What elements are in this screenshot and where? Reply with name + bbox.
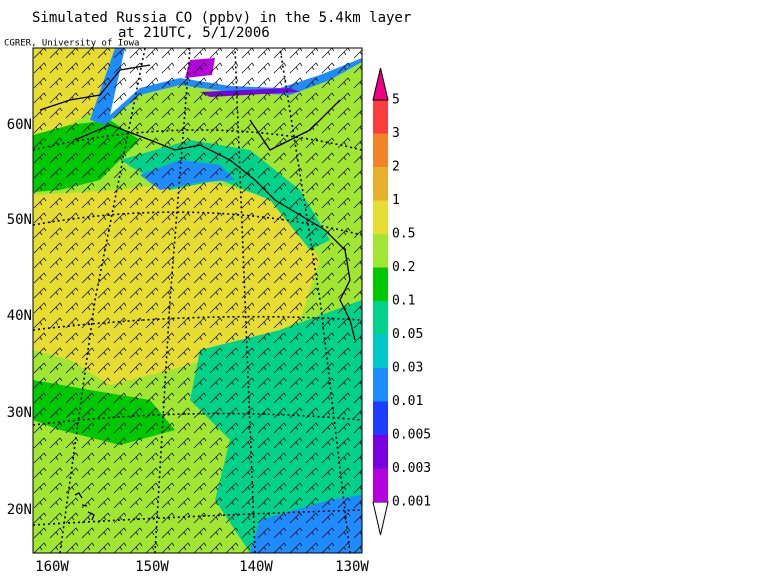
islands [74, 492, 95, 521]
colorbar-segment [373, 133, 388, 167]
map-frame [32, 47, 363, 554]
colorbar-segment [373, 368, 388, 402]
colorbar-label: 2 [392, 160, 400, 175]
lat-label: 30N [7, 405, 32, 421]
colorbar-label: 0.003 [392, 461, 431, 476]
graticule [33, 129, 362, 526]
colorbar-under [372, 501, 389, 536]
colorbar-label: 5 [392, 93, 400, 108]
lat-label: 20N [7, 502, 32, 518]
colorbar-label: 1 [392, 193, 400, 208]
colorbar-label: 0.5 [392, 227, 415, 242]
colorbar-segment [373, 468, 388, 502]
colorbar-over [372, 67, 389, 101]
graticule [59, 48, 351, 553]
colorbar-segment [373, 301, 388, 335]
lon-label: 150W [135, 559, 169, 575]
colorbar-label: 3 [392, 126, 400, 141]
subtitle: at 21UTC, 5/1/2006 [118, 25, 270, 41]
colorbar-segment [373, 334, 388, 368]
colorbar-label: 0.03 [392, 361, 423, 376]
axes: 60N 50N 40N 30N 20N 160W 150W 140W 130W [7, 117, 370, 575]
colorbar-label: 0.05 [392, 327, 423, 342]
colorbar-label: 0.001 [392, 495, 431, 510]
colorbar-segment [373, 401, 388, 435]
lat-label: 50N [7, 212, 32, 228]
lat-label: 40N [7, 308, 32, 324]
colorbar-segment [373, 234, 388, 268]
coastline [39, 64, 341, 151]
lon-label: 130W [335, 559, 369, 575]
colorbar-label: 0.005 [392, 428, 431, 443]
coastline [74, 124, 356, 341]
colorbar-segment [373, 167, 388, 201]
lon-label: 140W [239, 559, 273, 575]
colorbar-segment [373, 200, 388, 234]
colorbar: 0.001 0.003 0.005 0.01 0.03 0.05 0.1 0.2 0.5 1 2 3 5 [372, 67, 431, 536]
colorbar-segment [373, 267, 388, 301]
colorbar-label: 0.01 [392, 394, 423, 409]
title: Simulated Russia CO (ppbv) in the 5.4km … [32, 10, 411, 26]
lat-label: 60N [7, 117, 32, 133]
colorbar-segment [373, 435, 388, 469]
colorbar-segment [373, 100, 388, 134]
credit: CGRER, University of Iowa [4, 39, 139, 49]
colorbar-label: 0.1 [392, 294, 415, 309]
lon-label: 160W [35, 559, 69, 575]
wind-barbs [33, 48, 362, 553]
map [33, 48, 362, 553]
colorbar-label: 0.2 [392, 260, 415, 275]
